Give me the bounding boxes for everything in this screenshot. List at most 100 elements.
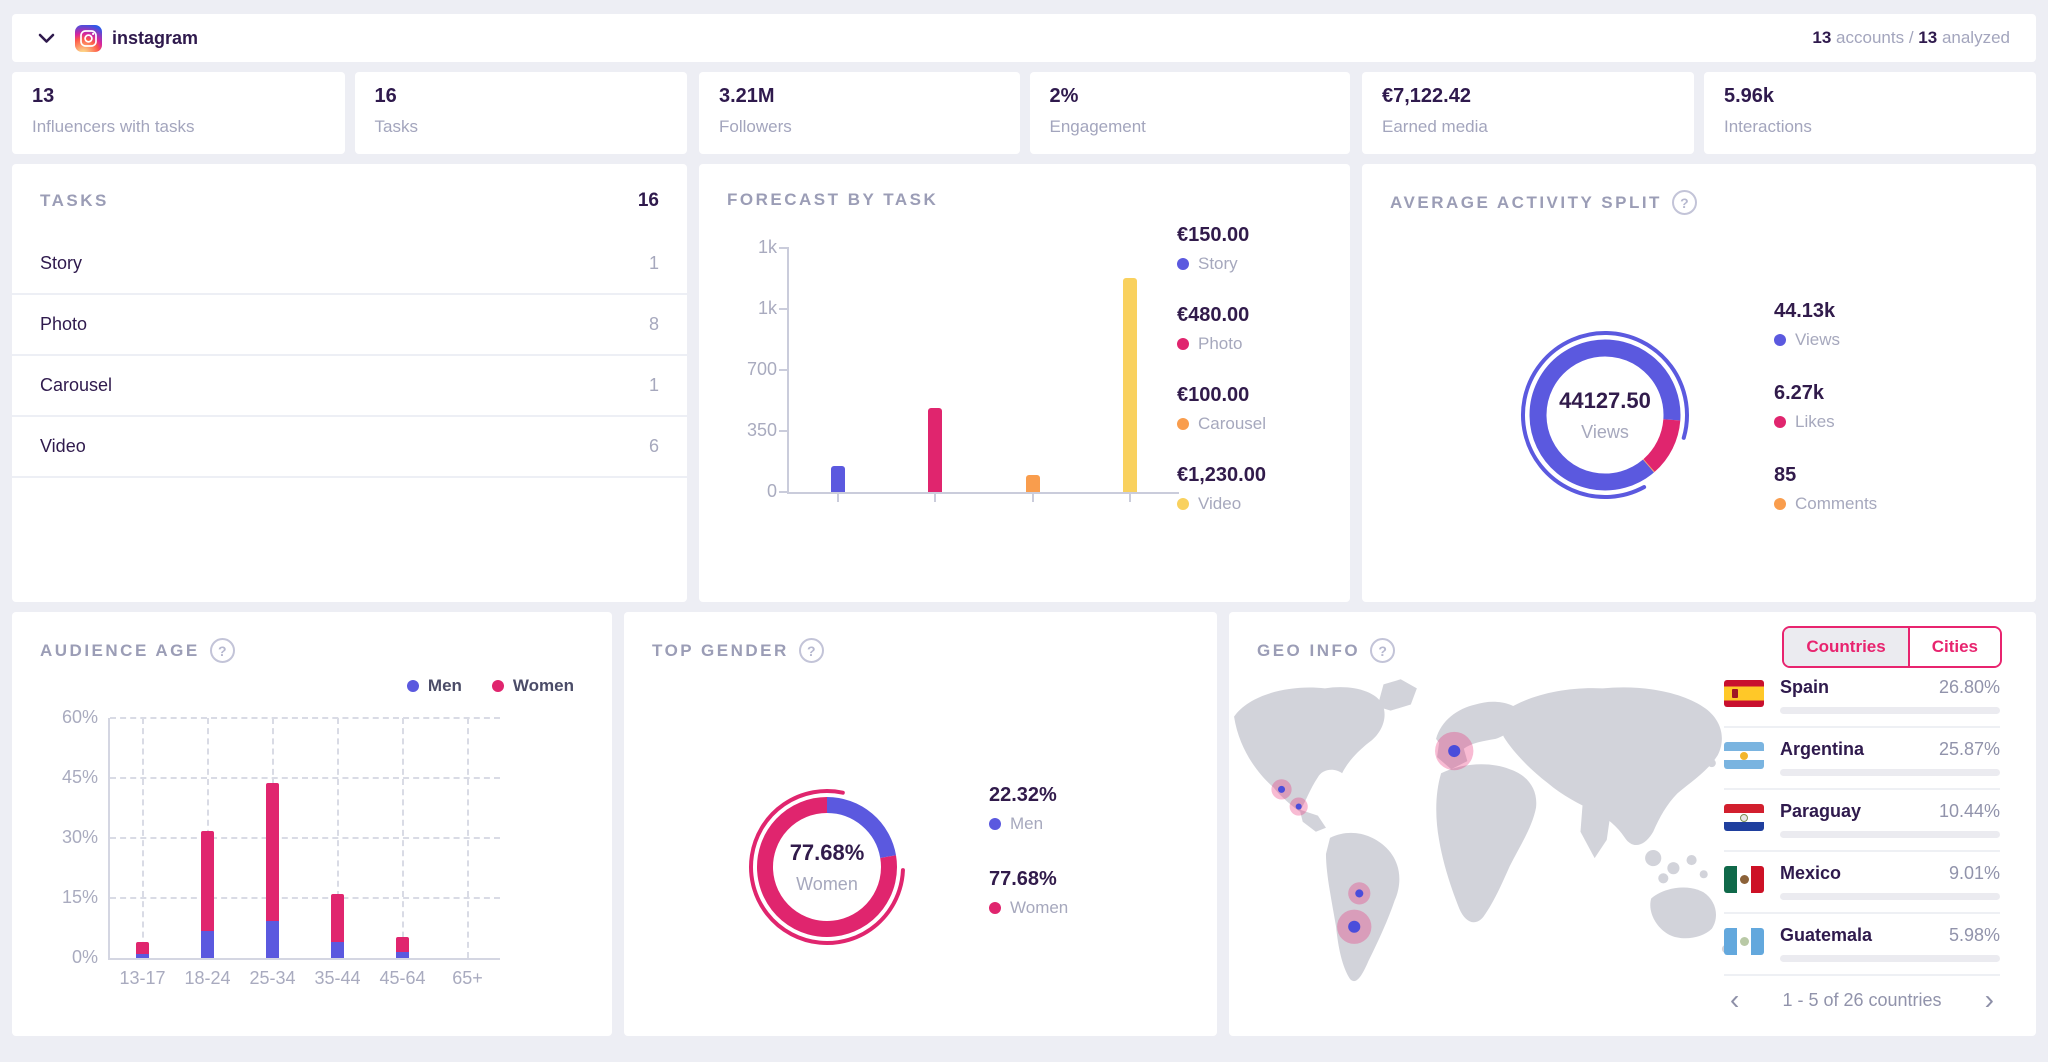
help-icon[interactable]: ? (798, 638, 824, 663)
top-gender-panel: TOP GENDER ? 77.68% Women 22.32% Men 77.… (624, 612, 1217, 1036)
donut-segment-women (757, 797, 897, 937)
y-axis-tick-label: 1k (757, 298, 777, 318)
y-axis-tick-label: 30% (61, 827, 98, 847)
gender-legend: 22.32% Men 77.68% Women (989, 784, 1068, 952)
views-dot-icon (1774, 334, 1786, 346)
geo-country-list: Spain 26.80% Argentina 25.87% Paraguay 1… (1724, 666, 2000, 976)
marker-dot (1355, 889, 1364, 898)
men-dot-icon (989, 818, 1001, 830)
flag-guatemala-icon (1724, 928, 1764, 955)
bar-carousel (1025, 474, 1040, 492)
y-axis-tick (779, 491, 789, 493)
y-axis-tick (779, 369, 789, 371)
legend-entry-views: 44.13k Views (1774, 300, 1841, 349)
progress-track (1780, 893, 2000, 900)
y-axis-tick (779, 308, 789, 310)
legend-women: Women (491, 676, 574, 696)
x-axis-label: 45-64 (379, 968, 426, 988)
bar-women-45-64 (396, 937, 409, 952)
y-axis-tick (779, 247, 789, 249)
tab-countries[interactable]: Countries (1784, 628, 1910, 666)
map-marker-spain[interactable] (1435, 731, 1474, 771)
tasks-total: 16 (637, 190, 659, 211)
tasks-header: TASKS 16 (12, 164, 687, 234)
y-axis-tick-label: 700 (746, 359, 777, 379)
accounts-count: 13 (1812, 28, 1832, 47)
legend-entry-likes: 6.27k Likes (1774, 382, 1835, 431)
continent-asia (1496, 687, 1722, 846)
x-axis-label: 35-44 (314, 968, 361, 988)
men-dot-icon (406, 680, 419, 692)
gender-donut-chart: 77.68% Women (712, 752, 942, 982)
help-icon[interactable]: ? (1370, 638, 1396, 663)
bar-men-35-44 (331, 942, 344, 958)
network-header: instagram 13 accounts / 13 analyzed (12, 14, 2036, 62)
donut-segment-likes (1643, 418, 1681, 472)
map-marker-mexico[interactable] (1271, 779, 1292, 800)
prev-page-icon[interactable]: ‹ (1730, 984, 1740, 1015)
bar-men-18-24 (201, 930, 214, 958)
map-marker-argentina[interactable] (1337, 909, 1372, 944)
kpi-engagement: 2% Engagement (1029, 72, 1350, 154)
continent-india (1580, 805, 1611, 859)
tab-cities[interactable]: Cities (1909, 628, 2000, 666)
bar-men-25-34 (266, 920, 279, 958)
activity-split-title: AVERAGE ACTIVITY SPLIT ? (1362, 164, 2036, 215)
kpi-group-3: €7,122.42 Earned media 5.96k Interaction… (1362, 72, 2036, 154)
legend-entry-women: 77.68% Women (989, 868, 1069, 917)
forecast-panel: FORECAST BY TASK 0 350 700 1k 1k €150.00 Sto… (699, 164, 1350, 602)
y-axis-tick-label: 1k (757, 237, 777, 257)
marker-dot (1277, 785, 1286, 793)
geo-pagination: ‹ 1 - 5 of 26 countries › (1724, 980, 2000, 1020)
help-icon[interactable]: ? (1671, 190, 1697, 215)
x-axis-tick (836, 494, 839, 502)
flag-argentina-icon (1724, 742, 1764, 769)
donut-segment-men (826, 797, 897, 859)
y-axis-tick-label: 0% (71, 947, 98, 967)
grid-line-horizontal (110, 837, 500, 839)
forecast-bar-chart: 0 350 700 1k 1k (747, 237, 1179, 502)
world-map (1234, 679, 1730, 982)
kpi-influencers-with-tasks: 13 Influencers with tasks (12, 72, 345, 154)
marker-dot (1348, 920, 1361, 933)
geo-row-mexico: Mexico 9.01% (1724, 852, 2000, 914)
activity-split-panel: AVERAGE ACTIVITY SPLIT ? 44127.50 Views … (1362, 164, 2036, 602)
collapse-chevron-icon[interactable] (38, 33, 55, 44)
bar-women-25-34 (266, 782, 279, 921)
island (1645, 849, 1662, 867)
legend-entry-story: €150.00 Story (1177, 224, 1250, 273)
bottom-row: AUDIENCE AGE ? Men Women 0% 15% 30% 45% 60% 1… (12, 612, 2036, 1036)
continent-australia (1650, 887, 1716, 939)
next-page-icon[interactable]: › (1984, 984, 1994, 1015)
activity-legend: 44.13k Views 6.27k Likes 85 Comments (1774, 300, 1877, 546)
kpi-tasks: 16 Tasks (354, 72, 687, 154)
help-icon[interactable]: ? (209, 638, 235, 663)
video-dot-icon (1177, 498, 1189, 510)
marker-dot (1295, 803, 1302, 810)
grid-line-vertical (466, 718, 469, 958)
continent-africa (1436, 764, 1537, 923)
bar-photo (928, 408, 943, 492)
grid-line-vertical (336, 718, 339, 958)
task-row-carousel: Carousel 1 (12, 356, 687, 417)
continent-south-america (1325, 832, 1400, 982)
geo-row-guatemala: Guatemala 5.98% (1724, 914, 2000, 976)
flag-paraguay-icon (1724, 804, 1764, 831)
accounts-summary: 13 accounts / 13 analyzed (1812, 28, 2010, 47)
donut-outer-arc (749, 789, 905, 945)
progress-track (1780, 831, 2000, 838)
progress-track (1780, 707, 2000, 714)
geo-row-paraguay: Paraguay 10.44% (1724, 790, 2000, 852)
x-axis-label: 13-17 (119, 968, 166, 988)
map-marker-guatemala[interactable] (1289, 797, 1308, 816)
audience-legend: Men Women (406, 676, 574, 696)
kpi-row: 13 Influencers with tasks 16 Tasks 3.21M… (12, 72, 2036, 154)
bar-men-13-17 (136, 954, 149, 958)
map-marker-paraguay[interactable] (1348, 882, 1371, 905)
story-dot-icon (1177, 258, 1189, 270)
analyzed-count: 13 (1918, 28, 1938, 47)
instagram-icon (75, 24, 102, 52)
y-axis-tick-label: 15% (61, 887, 98, 907)
donut-outer-arc (1521, 331, 1689, 499)
